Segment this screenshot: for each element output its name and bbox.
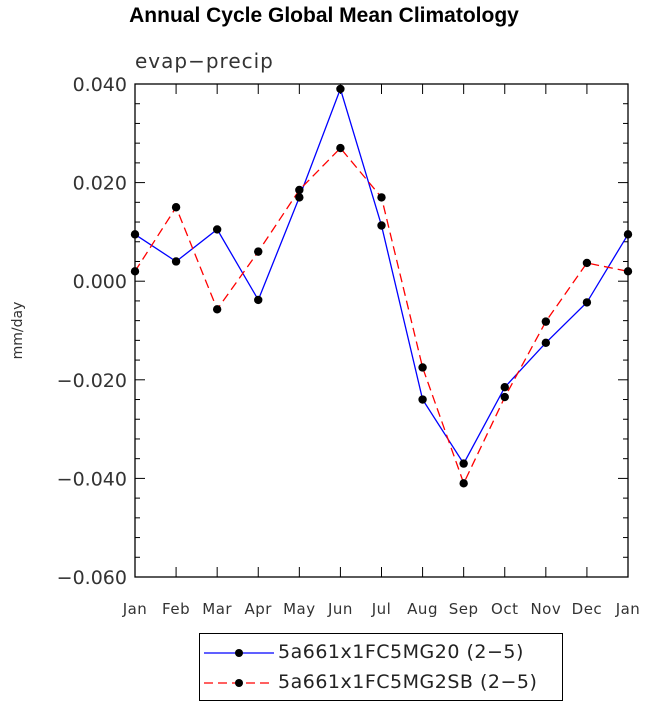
data-point-series-2 — [541, 317, 551, 326]
y-tick-label: −0.060 — [57, 567, 127, 589]
chart-title: Annual Cycle Global Mean Climatology — [129, 4, 519, 27]
data-point-series-1 — [500, 382, 509, 392]
data-point-series-2 — [582, 258, 592, 268]
data-point-series-2 — [418, 363, 427, 372]
y-tick-label: 0.020 — [73, 173, 127, 195]
data-point-series-2 — [254, 247, 263, 256]
x-tick-label: Jul — [371, 600, 392, 618]
axes-layer: 0.040 0.020 0.000 −0.020 −0.040 −0.060 Jan Feb M… — [10, 49, 640, 618]
x-tick-label: Feb — [162, 600, 190, 618]
y-tick-label: −0.040 — [57, 468, 127, 490]
x-tick-label: Jun — [327, 600, 353, 618]
data-point-series-2 — [295, 185, 304, 195]
data-point-series-2 — [212, 305, 222, 314]
x-tick-label: Oct — [491, 600, 518, 618]
data-point-series-1 — [295, 193, 304, 202]
series-layer — [130, 84, 633, 488]
x-tick-label: Aug — [407, 600, 438, 618]
x-tick-label: Dec — [572, 600, 603, 618]
data-point-series-1 — [623, 230, 633, 239]
x-tick-label: Sep — [449, 600, 479, 618]
x-tick-label: Mar — [202, 600, 232, 618]
plot-frame — [134, 83, 629, 578]
data-point-series-1 — [418, 395, 427, 404]
data-point-series-2 — [130, 267, 140, 276]
data-point-series-1 — [212, 225, 222, 234]
data-point-series-1 — [459, 459, 468, 468]
legend-swatch-series-1 — [204, 649, 274, 657]
legend-entry-series-1: 5a661x1FC5MG20 (2−5) — [200, 638, 562, 668]
x-tick-label: Apr — [245, 600, 273, 618]
y-tick-label: 0.040 — [73, 74, 127, 96]
data-point-series-1 — [377, 221, 386, 230]
data-point-series-2 — [377, 193, 386, 202]
data-point-series-2 — [171, 203, 181, 212]
data-point-series-2 — [623, 267, 633, 276]
data-point-series-1 — [582, 298, 592, 307]
data-point-series-1 — [254, 295, 263, 305]
legend-label-series-2: 5a661x1FC5MG2SB (2−5) — [278, 671, 538, 693]
y-tick-label: 0.000 — [73, 271, 127, 293]
data-point-series-2 — [336, 143, 345, 153]
x-tick-label: Jan — [615, 600, 641, 618]
y-axis-label: mm/day — [10, 302, 26, 360]
x-tick-label: Nov — [530, 600, 561, 618]
legend: 5a661x1FC5MG20 (2−5) 5a661x1FC5MG2SB (2−… — [199, 633, 563, 701]
series-line-1 — [134, 86, 629, 465]
legend-swatch-series-2 — [204, 679, 274, 687]
chart-plot: 0.040 0.020 0.000 −0.020 −0.040 −0.060 Jan Feb M… — [10, 49, 640, 618]
data-point-series-2 — [459, 479, 468, 488]
x-tick-label: Jan — [122, 600, 148, 618]
y-tick-label: −0.020 — [57, 370, 127, 392]
data-point-series-1 — [130, 230, 140, 239]
legend-entry-series-2: 5a661x1FC5MG2SB (2−5) — [200, 668, 562, 698]
data-point-series-1 — [171, 257, 181, 266]
legend-label-series-1: 5a661x1FC5MG20 (2−5) — [278, 641, 524, 663]
data-point-series-1 — [336, 84, 345, 94]
data-point-series-2 — [500, 392, 509, 402]
data-point-series-1 — [541, 338, 551, 348]
plot-subtitle: evap−precip — [135, 49, 274, 73]
x-tick-label: May — [283, 600, 316, 618]
